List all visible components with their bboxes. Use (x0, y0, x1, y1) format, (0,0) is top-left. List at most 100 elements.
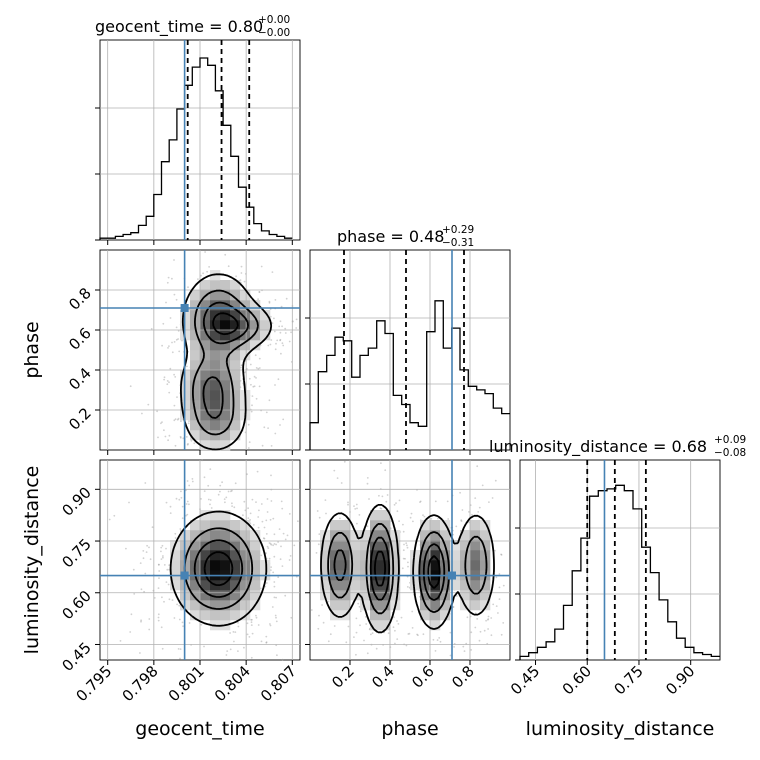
phase-distance-density-cell (380, 510, 391, 521)
phase-distance-sample-point (481, 484, 484, 487)
time-distance-sample-point (173, 617, 176, 619)
time-distance-sample-point (163, 564, 166, 566)
time-phase-sample-point (278, 325, 281, 328)
time-phase-sample-point (274, 299, 277, 301)
time-phase-density-cell (230, 350, 241, 361)
phase-distance-density-cell (450, 560, 461, 571)
phase-distance-sample-point (474, 626, 477, 629)
time-phase-contour-1 (180, 273, 273, 451)
phase-distance-sample-point (417, 634, 419, 637)
phase-distance-sample-point (402, 549, 405, 552)
phase-distance-sample-point (479, 630, 482, 633)
time-phase-density-cell (210, 380, 221, 391)
time-distance-sample-point (290, 616, 293, 619)
time-phase-sample-point (164, 435, 167, 438)
time-phase-sample-point (290, 331, 292, 334)
panel-phase-hist (309, 249, 511, 451)
phase-distance-sample-point (336, 477, 339, 479)
time-distance-sample-point (265, 641, 268, 644)
time-distance-sample-point (175, 497, 178, 500)
time-distance-sample-point (234, 482, 237, 485)
phase-distance-sample-point (485, 619, 487, 622)
time-distance-density-cell (240, 600, 251, 611)
time-phase-sample-point (177, 330, 180, 332)
phase-distance-density-cell (380, 580, 391, 591)
time-distance-sample-point (186, 480, 189, 482)
time-distance-sample-point (157, 563, 160, 566)
time-distance-sample-point (178, 498, 181, 501)
time-distance-sample-point (260, 640, 263, 643)
phase-distance-sample-point (325, 512, 327, 515)
time-distance-sample-point (277, 541, 279, 543)
time-distance-density-cell (210, 600, 221, 611)
time-distance-sample-point (270, 543, 273, 546)
phase-distance-sample-point (495, 605, 498, 607)
time-phase-sample-point (274, 348, 277, 351)
time-phase-sample-point (270, 445, 273, 447)
phase-distance-sample-point (500, 633, 503, 636)
phase-distance-sample-point (422, 514, 424, 517)
time-distance-sample-point (242, 514, 244, 517)
time-distance-sample-point (273, 585, 276, 588)
time-distance-sample-point (125, 547, 127, 550)
phase-distance-sample-point (409, 516, 412, 519)
time-distance-sample-point (243, 646, 245, 649)
time-distance-sample-point (174, 537, 177, 539)
time-phase-sample-point (171, 351, 174, 354)
phase-distance-sample-point (487, 618, 490, 620)
phase-distance-density-cell (430, 560, 441, 571)
time-phase-density-cell (220, 280, 231, 291)
time-phase-sample-point (174, 418, 177, 421)
time-phase-sample-point (165, 301, 167, 304)
phase-distance-sample-point (437, 517, 439, 520)
time-phase-density-cell (210, 280, 221, 291)
time-distance-sample-point (174, 532, 177, 535)
time-distance-sample-point (203, 490, 206, 492)
time-distance-truth-marker (180, 571, 189, 580)
time-distance-density-cell (190, 540, 201, 551)
time-distance-density-cell (190, 520, 201, 531)
time-distance-sample-point (248, 636, 251, 638)
phase-distance-sample-point (405, 542, 408, 545)
time-distance-sample-point (178, 604, 181, 607)
time-distance-sample-point (151, 526, 154, 529)
time-distance-sample-point (250, 621, 253, 624)
time-distance-density-cell (240, 520, 251, 531)
time-distance-sample-point (181, 621, 184, 624)
time-distance-sample-point (130, 613, 133, 616)
time-distance-sample-point (233, 506, 236, 509)
time-phase-density-cell (190, 290, 201, 301)
time-distance-sample-point (257, 526, 260, 529)
time-phase-density-cell (220, 420, 231, 431)
time-distance-density-cell (220, 560, 231, 571)
phase-distance-density-cell (350, 590, 361, 601)
phase-distance-density-cell (480, 600, 491, 611)
time-phase-sample-point (163, 378, 166, 381)
phase-distance-sample-point (491, 497, 494, 499)
time-phase-sample-point (224, 253, 227, 256)
title-geocent-time-plus: +0.00 (258, 14, 290, 26)
time-distance-sample-point (188, 503, 190, 506)
phase-distance-sample-point (363, 639, 365, 642)
phase-distance-sample-point (403, 543, 405, 546)
phase-distance-sample-point (315, 552, 318, 554)
time-distance-sample-point (207, 498, 210, 501)
time-phase-sample-point (295, 318, 298, 321)
time-phase-density-cell (230, 390, 241, 401)
time-distance-density-cell (250, 560, 261, 571)
time-distance-sample-point (207, 484, 210, 487)
phase-distance-density-cell (370, 510, 381, 521)
time-phase-sample-point (268, 300, 271, 303)
phase-distance-density-cell (370, 610, 381, 621)
time-phase-density-cell (220, 310, 231, 321)
time-distance-sample-point (273, 543, 276, 545)
time-distance-sample-point (273, 596, 276, 599)
phase-distance-density-cell (340, 550, 351, 561)
geocent-time-tick-label-x: 0.807 (257, 662, 300, 705)
time-phase-sample-point (161, 344, 164, 347)
time-distance-sample-point (162, 555, 164, 557)
phase-distance-sample-point (474, 497, 477, 499)
time-phase-sample-point (187, 422, 190, 425)
phase-histogram (309, 300, 510, 450)
phase-distance-contour-3 (333, 536, 446, 602)
